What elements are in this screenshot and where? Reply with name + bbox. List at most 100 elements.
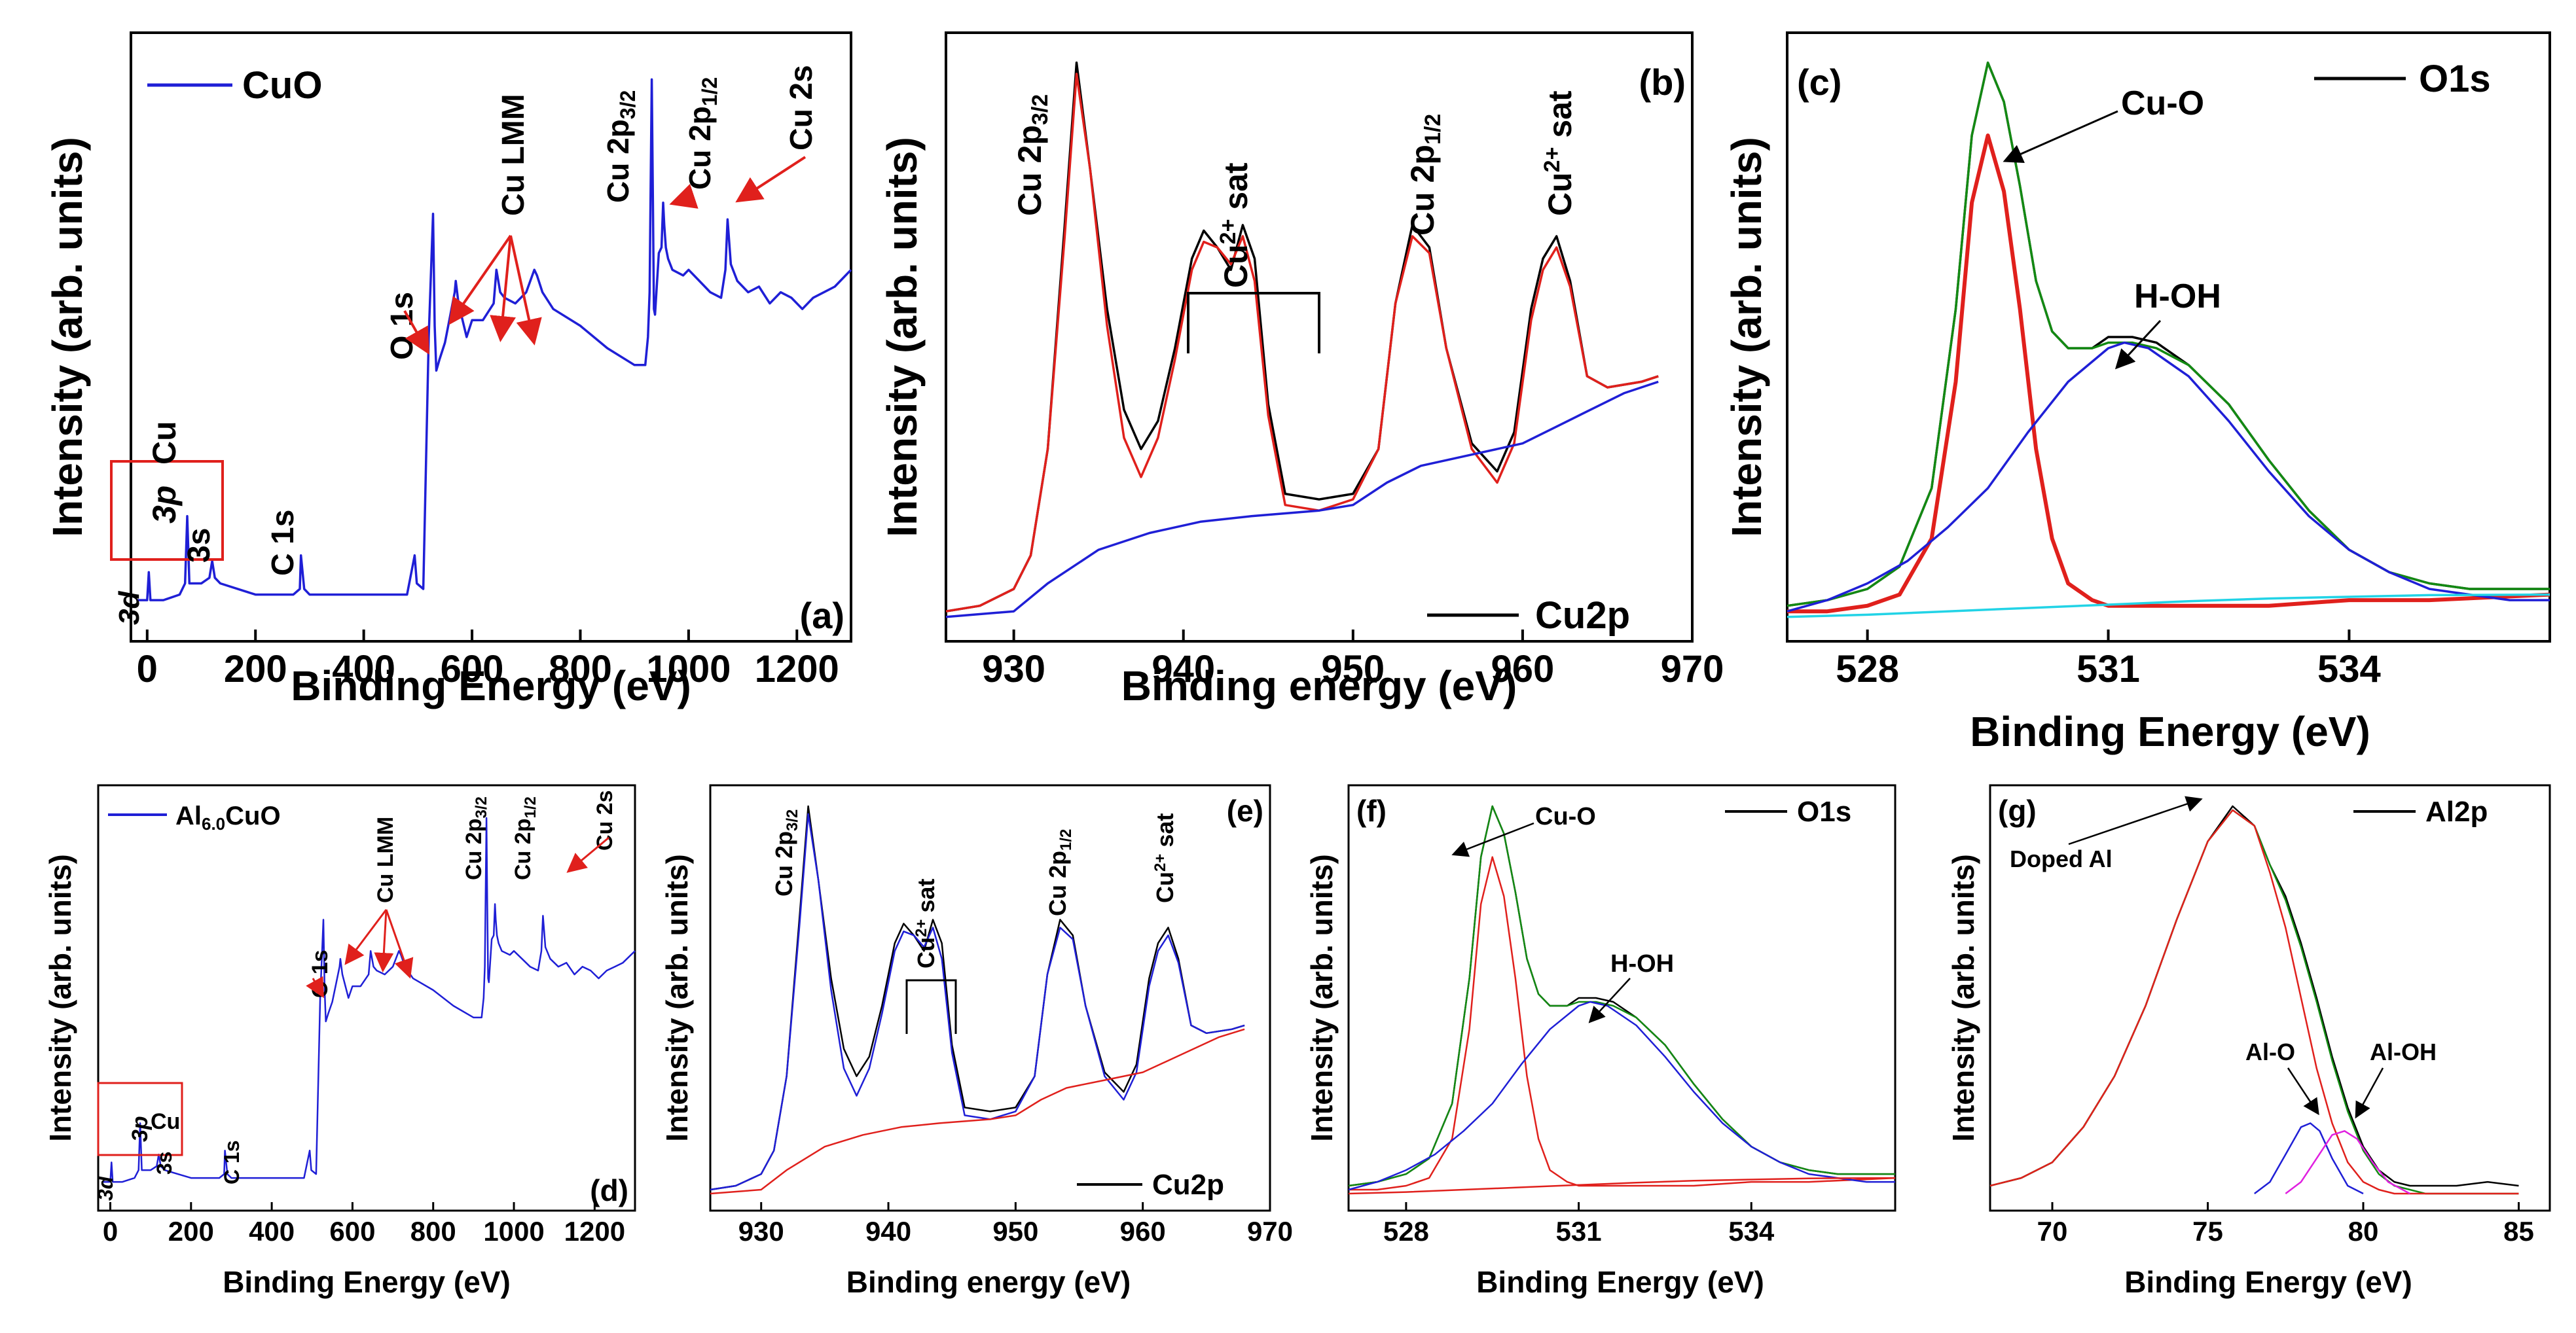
- label-sub: 1/2: [698, 77, 721, 106]
- y-axis-title: Intensity (arb. units): [660, 854, 694, 1142]
- x-tick-label: 800: [549, 648, 612, 690]
- series-group: [1348, 805, 1896, 1195]
- series-line-envelope: [1348, 805, 1895, 1187]
- legend-label: Cu2p: [1152, 1169, 1224, 1201]
- annotation-al-o: Al-O: [2245, 1039, 2295, 1065]
- series-line-measured: [1787, 62, 2550, 607]
- x-tick-label: 528: [1383, 1216, 1429, 1247]
- panel-e: 930 940 950 960 970 Binding energy (eV) Inte…: [660, 784, 1293, 1299]
- label-main: Cu 2p: [1044, 851, 1071, 916]
- legend-label: O1s: [2419, 58, 2491, 100]
- x-tick-label: 200: [168, 1216, 214, 1247]
- annotation-arrow: [403, 310, 429, 355]
- plot-frame: [1347, 784, 1896, 1212]
- annotation-arrow: [2355, 1067, 2384, 1119]
- x-tick-label: 75: [2192, 1216, 2223, 1247]
- annotation-cu2p32: Cu 2p3/2: [1011, 94, 1053, 216]
- plot-frame: [709, 784, 1271, 1212]
- y-axis-title: Intensity (arb. units): [1723, 137, 1770, 537]
- annotation-sat-2: Cu2+ sat: [1540, 90, 1578, 216]
- x-tick-label: 1000: [483, 1216, 544, 1247]
- annotation-cu2s: Cu 2s: [784, 65, 819, 151]
- y-axis-title: Intensity (arb. units): [44, 137, 91, 537]
- series-line-cu-o: [1787, 133, 2550, 614]
- series-group: [1787, 62, 2550, 618]
- label-main: Cu 2p: [1404, 145, 1441, 236]
- label-main: Cu 2p: [683, 106, 717, 190]
- annotation-arrow: [2003, 110, 2118, 164]
- panel-tag: (e): [1227, 794, 1263, 828]
- label-sup: 2+: [1540, 147, 1565, 173]
- annotation-arrow: [344, 909, 388, 965]
- x-tick-label: 400: [249, 1216, 295, 1247]
- series-line-baseline: [1787, 593, 2550, 618]
- panel-f: 528 531 534 Binding Energy (eV) Intensity …: [1305, 784, 1896, 1299]
- series-line-cuo: [136, 78, 852, 601]
- x-ticks: 528 531 534: [1836, 630, 2381, 690]
- annotation-cu-lmm: Cu LMM: [496, 94, 531, 216]
- plot-frame: [945, 31, 1694, 643]
- x-tick-label: 528: [1836, 648, 1899, 690]
- series-line-measured: [1348, 805, 1895, 1187]
- annotation-cu: Cu: [146, 421, 183, 465]
- label-main: Cu: [1218, 244, 1254, 288]
- y-axis-title: Intensity (arb. units): [879, 137, 926, 537]
- label-suffix: sat: [1542, 90, 1578, 147]
- x-tick-label: 0: [103, 1216, 118, 1247]
- label-main: Cu 2p: [1011, 125, 1048, 216]
- x-ticks: 0 200 400 600 800 1000 1200: [137, 630, 839, 690]
- annotation-arrow: [385, 909, 414, 979]
- x-tick-label: 200: [224, 648, 287, 690]
- panel-g: 70 75 80 85 Binding Energy (eV) Intensity (…: [1946, 784, 2551, 1299]
- x-tick-label: 531: [2077, 648, 2140, 690]
- x-tick-label: 534: [1728, 1216, 1775, 1247]
- x-axis-title: Binding energy (eV): [1121, 662, 1517, 709]
- series-line-baseline: [1348, 1177, 1896, 1195]
- panel-tag: (g): [1998, 794, 2037, 828]
- x-tick-label: 0: [137, 648, 158, 690]
- annotation-cu2p32: Cu 2p3/2: [771, 809, 801, 897]
- annotation-bracket: [905, 979, 957, 1034]
- label-sub: 3/2: [473, 796, 490, 818]
- annotation-arrow: [374, 909, 394, 972]
- annotation-3s: 3s: [153, 1151, 176, 1175]
- series-line-envelope: [1787, 62, 2550, 607]
- x-tick-label: 930: [738, 1216, 784, 1247]
- series-line-al-oh: [2285, 1130, 2410, 1195]
- series-group: [710, 805, 1245, 1195]
- annotation-sat-1: Cu2+ sat: [913, 879, 939, 969]
- annotation-arrow: [306, 976, 324, 999]
- annotation-cu2p12: Cu 2p1/2: [1404, 114, 1445, 236]
- x-tick-label: 940: [1152, 648, 1215, 690]
- label-sub: 3/2: [784, 809, 801, 831]
- series-line-doped-al: [1989, 809, 2519, 1195]
- x-tick-label: 70: [2037, 1216, 2068, 1247]
- label-sub: 6.0: [202, 814, 225, 834]
- panel-a: 0 200 400 600 800 1000 1200 Binding Energy (eV…: [44, 31, 852, 709]
- annotation-arrow: [2068, 796, 2203, 845]
- annotation-cu-lmm: Cu LMM: [373, 817, 398, 903]
- legend-label: CuO: [242, 64, 322, 107]
- annotation-doped-al: Doped Al: [2010, 845, 2113, 872]
- annotation-arrow: [448, 234, 512, 325]
- panel-tag: (a): [800, 595, 844, 636]
- annotation-bracket: [110, 460, 224, 561]
- annotation-h-oh: H-OH: [1610, 950, 1674, 978]
- label-sup: 2+: [1216, 219, 1241, 245]
- series-line-h-oh: [1348, 1001, 1895, 1191]
- x-tick-label: 80: [2348, 1216, 2379, 1247]
- label-sub: 3/2: [616, 90, 640, 119]
- x-axis-title: Binding Energy (eV): [1476, 1265, 1764, 1299]
- annotation-arrow: [2114, 319, 2162, 370]
- legend-label: Al6.0CuO: [175, 802, 281, 834]
- x-tick-label: 534: [2317, 648, 2381, 690]
- x-tick-label: 960: [1120, 1216, 1166, 1247]
- legend-label: O1s: [1797, 796, 1851, 828]
- panel-tag: (c): [1797, 62, 1841, 103]
- annotation-3p: 3p: [128, 1116, 153, 1142]
- annotation-c1s: C 1s: [220, 1140, 244, 1184]
- annotation-al-oh: Al-OH: [2370, 1039, 2437, 1065]
- annotation-3d: 3d: [113, 591, 145, 625]
- series-line-fit: [710, 813, 1245, 1191]
- label-sup: 2+: [913, 919, 930, 937]
